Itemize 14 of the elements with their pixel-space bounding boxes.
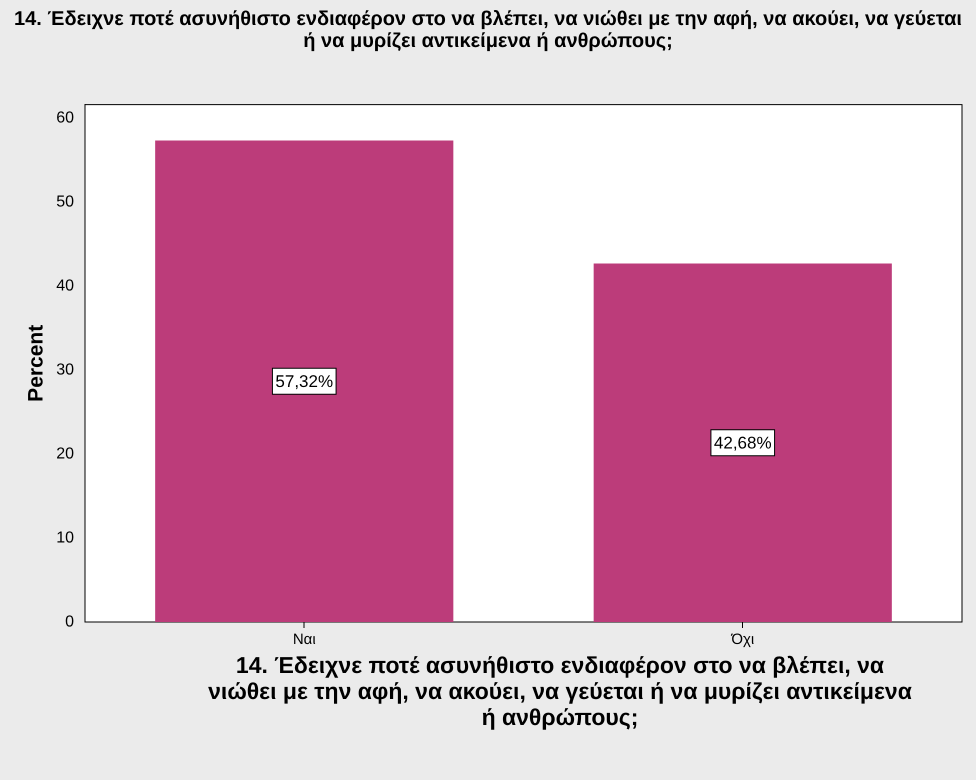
y-tick-label: 10 <box>56 529 74 546</box>
y-tick-label: 20 <box>56 445 74 462</box>
y-tick-label: 0 <box>65 613 74 630</box>
y-axis-title: Percent <box>24 324 48 402</box>
y-tick-label: 60 <box>56 109 74 126</box>
x-axis-title: 14. Έδειχνε ποτέ ασυνήθιστο ενδιαφέρον στο να βλέπει, να νιώθει με την αφή, να ακούει, να γεύεται ή να μυρίζει αντικείμενα ή ανθρώπους; <box>207 652 913 730</box>
data-label: 42,68% <box>714 433 772 452</box>
data-label: 57,32% <box>275 372 334 391</box>
y-tick-label: 30 <box>56 361 74 378</box>
y-tick-label: 50 <box>56 193 74 210</box>
x-tick-label: Όχι <box>730 631 754 648</box>
x-tick-label: Ναι <box>292 631 316 648</box>
chart-title: 14. Έδειχνε ποτέ ασυνήθιστο ενδιαφέρον στο να βλέπει, να νιώθει με την αφή, να ακούει, να γεύεται ή να μυρίζει αντικείμενα ή ανθρώπους; <box>13 8 963 52</box>
y-tick-label: 40 <box>56 277 74 294</box>
